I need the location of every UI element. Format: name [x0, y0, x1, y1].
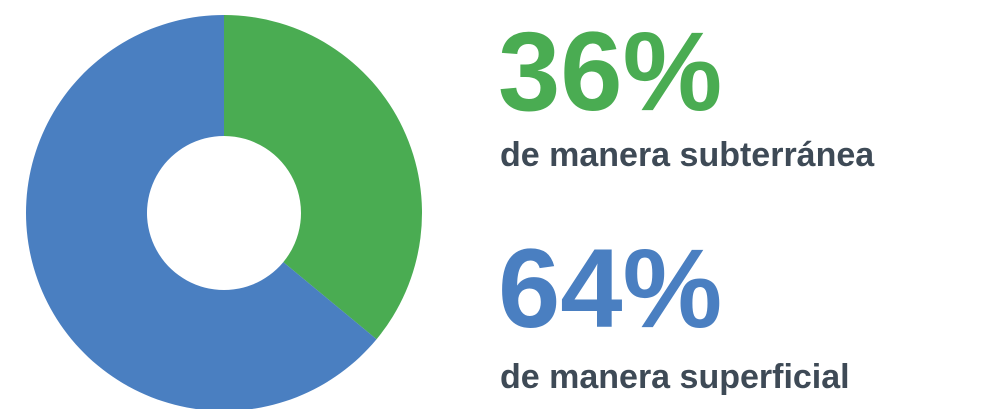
donut-segment	[26, 15, 377, 409]
category-label: de manera superficial	[500, 358, 850, 396]
donut-segment	[224, 15, 422, 340]
value-label: 64%	[498, 226, 722, 351]
value-label: 36%	[498, 9, 722, 134]
category-label: de manera subterránea	[500, 136, 875, 174]
